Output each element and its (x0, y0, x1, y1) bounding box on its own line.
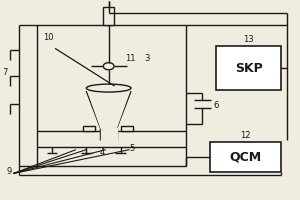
Bar (210, 142, 281, 171)
Text: 12: 12 (240, 131, 251, 140)
Text: QCM: QCM (230, 150, 262, 163)
Text: SKP: SKP (235, 62, 262, 75)
Bar (121, 126, 133, 131)
Bar (103, 7, 114, 25)
Polygon shape (100, 128, 117, 140)
Bar (83, 126, 95, 131)
Text: 4: 4 (100, 148, 105, 157)
Text: 3: 3 (144, 54, 150, 63)
Text: 9: 9 (6, 167, 11, 176)
Text: 7: 7 (2, 68, 8, 77)
Text: 6: 6 (213, 101, 218, 110)
Text: 5: 5 (130, 144, 135, 153)
Bar (216, 46, 281, 90)
Text: 11: 11 (125, 54, 136, 63)
Text: 10: 10 (43, 33, 54, 42)
Polygon shape (88, 91, 130, 128)
Ellipse shape (87, 85, 130, 91)
Text: 13: 13 (243, 35, 254, 44)
